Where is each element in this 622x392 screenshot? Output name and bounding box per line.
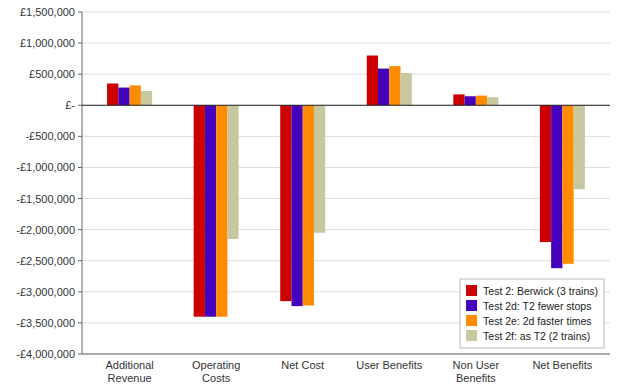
x-tick-label-line: User Benefits (356, 359, 423, 371)
bar (574, 105, 585, 189)
y-tick-label: -£3,000,000 (16, 286, 75, 298)
legend-box (460, 279, 604, 348)
y-tick (78, 322, 82, 323)
bar (194, 105, 205, 316)
grid-line (82, 354, 610, 355)
y-tick-label: -£2,000,000 (16, 224, 75, 236)
legend-swatch (466, 330, 477, 341)
y-tick (78, 198, 82, 199)
x-tick-label-line: Additional (105, 359, 153, 371)
x-tick-label: OperatingCosts (192, 359, 240, 384)
y-tick-label: £- (65, 99, 75, 111)
x-tick-label-line: Net Benefits (532, 359, 592, 371)
x-tick-label-line: Non User (453, 359, 500, 371)
y-tick (78, 43, 82, 44)
bar (401, 73, 412, 105)
y-tick (78, 291, 82, 292)
zero-line (82, 105, 610, 106)
x-tick-label-line: Costs (202, 372, 231, 384)
bar (389, 66, 400, 105)
grid-line (82, 167, 610, 168)
grid (82, 12, 610, 354)
legend-label: Test 2e: 2d faster times (483, 315, 592, 327)
y-tick (78, 229, 82, 230)
bar (118, 88, 129, 106)
legend-swatch (466, 285, 477, 296)
bar (367, 56, 378, 106)
legend: Test 2: Berwick (3 trains) Test 2d: T2 fe… (460, 279, 604, 348)
grid-line (82, 74, 610, 75)
bar (107, 84, 118, 106)
bar (487, 97, 498, 105)
bar (227, 105, 238, 239)
x-tick-label: Non UserBenefits (453, 359, 500, 384)
bar (540, 105, 551, 242)
grid-line (82, 12, 610, 13)
bar (216, 105, 227, 316)
x-tick-label-line: Benefits (456, 372, 496, 384)
legend-swatch (466, 300, 477, 311)
bar (562, 105, 573, 264)
grid-line (82, 136, 610, 137)
legend-label: Test 2d: T2 fewer stops (483, 300, 591, 312)
bar (141, 91, 152, 105)
y-tick-label: -£1,000,000 (16, 161, 75, 173)
legend-label: Test 2: Berwick (3 trains) (483, 285, 598, 297)
x-tick-label-line: Revenue (108, 372, 152, 384)
grid-line (82, 43, 610, 44)
x-tick-label: Net Benefits (532, 359, 592, 371)
grid-line (82, 260, 610, 261)
y-tick-label: -£500,000 (25, 130, 75, 142)
bar (130, 85, 141, 105)
y-tick-label: £500,000 (29, 68, 75, 80)
y-tick (78, 167, 82, 168)
y-tick (78, 136, 82, 137)
y-tick-label: -£1,500,000 (16, 193, 75, 205)
bar (303, 105, 314, 305)
y-tick (78, 74, 82, 75)
y-tick (78, 260, 82, 261)
bar (465, 96, 476, 105)
y-tick (78, 12, 82, 13)
chart: -£4,000,000 -£3,500,000 -£3,000,000 -£2,500… (0, 0, 622, 392)
bar (314, 105, 325, 232)
x-tick-label: AdditionalRevenue (105, 359, 153, 384)
bar (453, 94, 464, 105)
y-tick (78, 105, 82, 106)
y-axis-line (82, 12, 83, 354)
bar (476, 96, 487, 106)
y-tick-label: £1,500,000 (20, 6, 75, 18)
x-tick-label: Net Cost (281, 359, 324, 371)
x-axis-line (82, 354, 610, 355)
y-tick-label: -£3,500,000 (16, 317, 75, 329)
y-tick-label: -£2,500,000 (16, 255, 75, 267)
legend-swatch (466, 315, 477, 326)
y-tick-label: -£4,000,000 (16, 348, 75, 360)
grid-line (82, 198, 610, 199)
y-tick (78, 354, 82, 355)
bar (378, 69, 389, 106)
y-tick-label: £1,000,000 (20, 37, 75, 49)
x-tick-label-line: Net Cost (281, 359, 324, 371)
bar (551, 105, 562, 268)
bar (280, 105, 291, 301)
grid-line (82, 229, 610, 230)
bars (107, 56, 585, 317)
bar (291, 105, 302, 306)
legend-label: Test 2f: as T2 (2 trains) (483, 330, 590, 342)
x-tick-label: User Benefits (356, 359, 423, 371)
x-tick-label-line: Operating (192, 359, 240, 371)
grid-line (82, 105, 610, 106)
bar (205, 105, 216, 316)
